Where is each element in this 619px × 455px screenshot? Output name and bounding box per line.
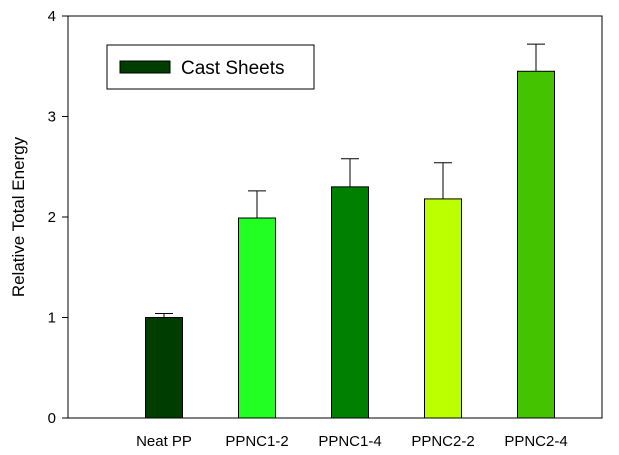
y-tick-label: 0 <box>48 410 56 427</box>
bar-neat-pp <box>145 317 183 419</box>
x-tick-label: PPNC2-2 <box>411 433 474 450</box>
y-tick-label: 3 <box>48 109 56 126</box>
x-axis-tick-labels: Neat PP PPNC1-2 PPNC1-4 PPNC2-2 PPNC2-4 <box>136 433 568 450</box>
x-tick-label: PPNC1-2 <box>225 433 288 450</box>
bar-ppnc1-2 <box>238 217 276 419</box>
y-tick-label: 2 <box>48 209 56 226</box>
y-tick-label: 4 <box>48 8 56 25</box>
y-axis-ticks: 0 1 2 3 4 <box>48 8 68 427</box>
error-bars <box>155 43 545 318</box>
bar-ppnc2-2 <box>424 198 462 419</box>
x-tick-label: Neat PP <box>136 433 192 450</box>
y-axis-label: Relative Total Energy <box>9 136 28 297</box>
x-tick-label: PPNC1-4 <box>318 433 381 450</box>
x-tick-label: PPNC2-4 <box>504 433 567 450</box>
legend-swatch <box>119 60 171 74</box>
bar-ppnc2-4 <box>517 70 555 419</box>
bar-ppnc1-4 <box>331 186 369 419</box>
bars <box>145 70 555 419</box>
y-tick-label: 1 <box>48 310 56 327</box>
legend-label: Cast Sheets <box>181 58 285 79</box>
legend: Cast Sheets <box>106 44 315 90</box>
